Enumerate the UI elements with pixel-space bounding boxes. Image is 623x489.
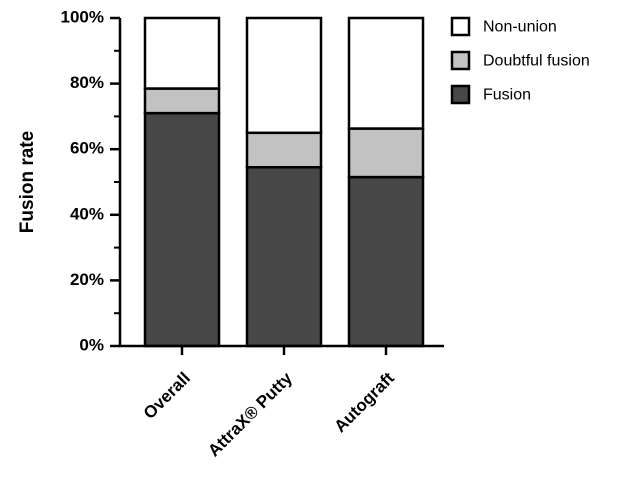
bars-group	[143, 16, 425, 348]
bar-segment-doubtful-fusion-0	[143, 87, 221, 115]
bar-segment-doubtful-fusion-2	[347, 127, 425, 179]
legend: Non-union Doubtful fusion Fusion	[450, 16, 590, 105]
bar-segment-non-union-0	[143, 16, 221, 90]
legend-label-doubtful-fusion: Doubtful fusion	[483, 53, 590, 70]
bar-segment-doubtful-fusion-1	[245, 131, 323, 169]
legend-label-fusion: Fusion	[483, 87, 531, 104]
y-tick-label: 20%	[70, 270, 104, 289]
y-tick-label: 0%	[79, 335, 104, 354]
y-tick-label: 100%	[61, 7, 104, 26]
legend-label-non-union: Non-union	[483, 19, 557, 36]
legend-swatch-doubtful-fusion	[450, 50, 471, 71]
y-tick-label: 40%	[70, 204, 104, 223]
bar-segment-non-union-1	[245, 16, 323, 135]
legend-swatch-fusion	[450, 84, 471, 105]
bar-segment-fusion-1	[245, 165, 323, 348]
y-axis-title: Fusion rate	[17, 131, 38, 233]
y-tick-label: 80%	[70, 73, 104, 92]
y-tick-label: 60%	[70, 139, 104, 158]
legend-swatch-non-union	[450, 16, 471, 37]
bar-segment-fusion-0	[143, 111, 221, 348]
x-tick-label: AttraX® Putty	[204, 368, 296, 460]
x-tick-label: Overall	[140, 369, 194, 423]
bar-segment-fusion-2	[347, 175, 425, 348]
x-tick-label: Autograft	[330, 368, 398, 436]
bar-segment-non-union-2	[347, 16, 425, 130]
